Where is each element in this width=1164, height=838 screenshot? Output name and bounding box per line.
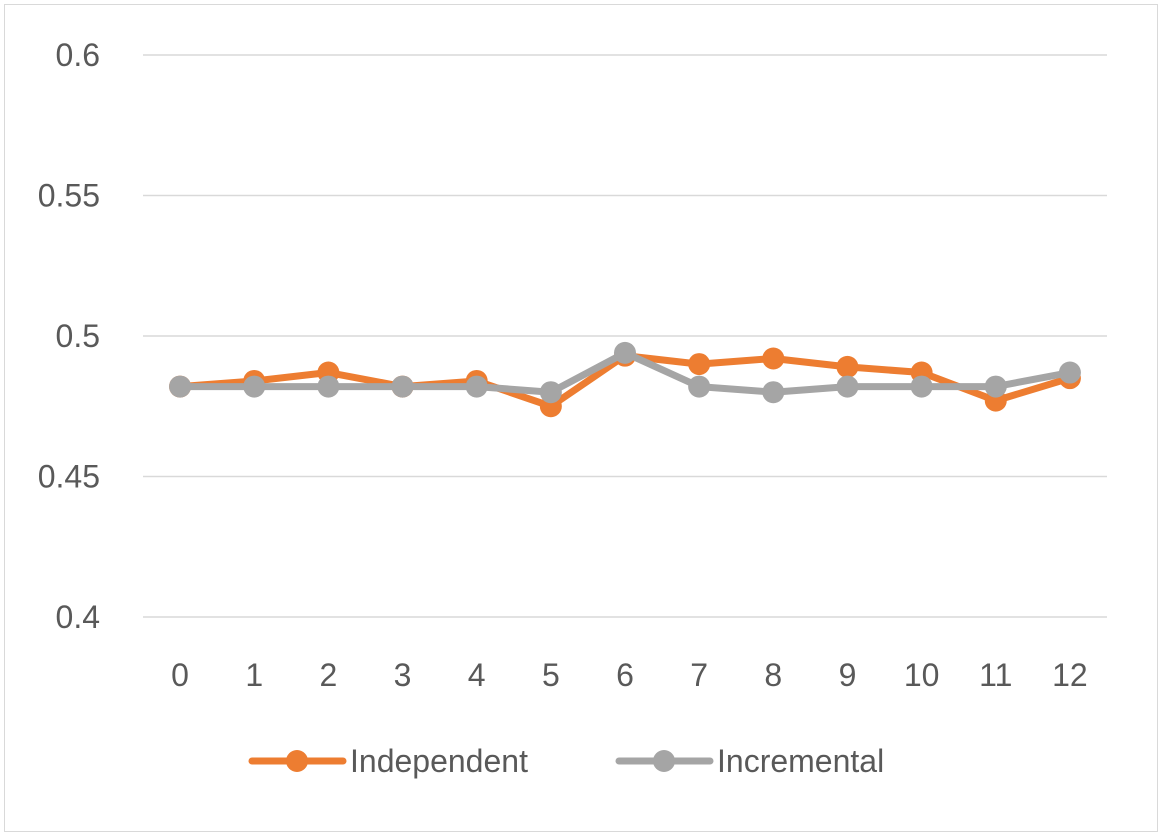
- data-point: [762, 381, 785, 404]
- x-tick-label: 11: [979, 657, 1012, 693]
- data-point: [762, 347, 785, 370]
- y-tick-label: 0.5: [56, 318, 100, 354]
- series-incremental: [169, 341, 1081, 404]
- legend-swatch-marker: [286, 750, 308, 772]
- data-point: [465, 375, 488, 398]
- y-tick-label: 0.45: [38, 459, 100, 495]
- y-tick-label: 0.4: [56, 599, 100, 635]
- data-point: [1058, 361, 1081, 384]
- data-point: [317, 375, 340, 398]
- x-tick-label: 7: [690, 657, 708, 693]
- x-tick-label: 9: [839, 657, 857, 693]
- legend-item-incremental: Incremental: [615, 743, 884, 779]
- x-tick-label: 0: [171, 657, 189, 693]
- data-point: [614, 341, 636, 364]
- data-point: [836, 375, 859, 398]
- data-point: [984, 375, 1007, 398]
- data-point: [688, 375, 711, 398]
- x-tick-label: 3: [394, 657, 412, 693]
- gridlines: [143, 54, 1107, 618]
- legend-label: Independent: [350, 743, 528, 779]
- y-tick-label: 0.6: [56, 37, 100, 73]
- data-point: [169, 375, 192, 398]
- x-tick-label: 1: [245, 657, 263, 693]
- legend: Independent Incremental: [248, 743, 884, 779]
- data-point: [836, 355, 859, 378]
- data-point: [910, 375, 933, 398]
- data-point: [243, 375, 266, 398]
- x-tick-label: 12: [1052, 657, 1088, 693]
- y-tick-label: 0.55: [38, 178, 100, 214]
- series-group: [169, 341, 1081, 418]
- chart-frame: [4, 4, 1158, 832]
- data-point: [539, 381, 562, 404]
- x-tick-label: 2: [319, 657, 337, 693]
- x-axis-ticks: 0 1 2 3 4 5 6 7 8 9 10 11 12: [171, 657, 1088, 693]
- y-axis-ticks: 0.4 0.45 0.5 0.55 0.6: [38, 37, 100, 635]
- x-tick-label: 10: [904, 657, 940, 693]
- legend-swatch-marker: [653, 750, 675, 772]
- x-tick-label: 8: [764, 657, 782, 693]
- x-tick-label: 6: [616, 657, 634, 693]
- x-tick-label: 4: [468, 657, 486, 693]
- x-tick-label: 5: [542, 657, 560, 693]
- data-point: [688, 353, 711, 376]
- legend-label: Incremental: [717, 743, 884, 779]
- data-point: [391, 375, 414, 398]
- legend-item-independent: Independent: [248, 743, 528, 779]
